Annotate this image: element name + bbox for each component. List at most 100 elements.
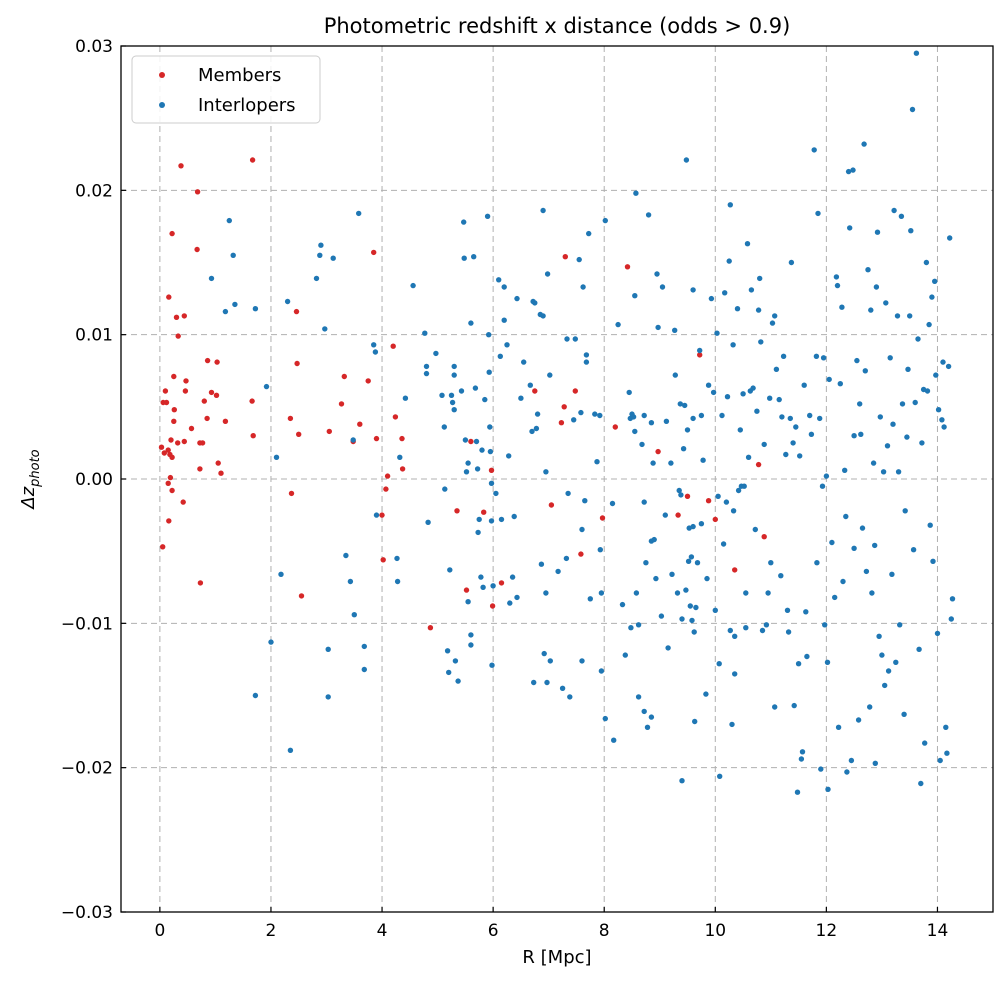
point-interlopers	[674, 590, 681, 596]
point-members	[357, 421, 363, 427]
point-interlopers	[815, 210, 821, 217]
point-interlopers	[847, 225, 853, 231]
point-interlopers	[313, 275, 320, 282]
point-members	[183, 378, 189, 384]
point-interlopers	[745, 454, 752, 460]
point-interlopers	[882, 682, 888, 689]
point-interlopers	[750, 385, 756, 391]
point-interlopers	[452, 658, 459, 664]
point-interlopers	[252, 306, 259, 312]
legend: Members Interlopers	[131, 55, 321, 124]
point-members	[298, 593, 305, 599]
point-interlopers	[662, 512, 668, 518]
point-members	[338, 401, 345, 407]
point-interlopers	[687, 603, 693, 609]
point-members	[488, 467, 495, 473]
point-interlopers	[858, 431, 864, 437]
point-interlopers	[909, 106, 916, 113]
point-interlopers	[791, 702, 797, 709]
point-members	[166, 518, 172, 524]
point-interlopers	[779, 414, 785, 420]
point-interlopers	[820, 355, 827, 361]
point-interlopers	[727, 627, 733, 634]
point-interlopers	[619, 601, 626, 608]
point-interlopers	[719, 412, 725, 419]
point-interlopers	[868, 307, 874, 313]
point-interlopers	[743, 590, 749, 596]
point-interlopers	[473, 438, 480, 445]
point-interlopers	[514, 594, 520, 601]
point-interlopers	[506, 453, 512, 459]
point-interlopers	[748, 287, 755, 293]
point-interlopers	[854, 357, 860, 364]
point-members	[188, 425, 195, 432]
point-interlopers	[843, 513, 849, 520]
point-interlopers	[915, 336, 921, 342]
point-interlopers	[832, 594, 838, 601]
point-interlopers	[230, 252, 236, 258]
point-interlopers	[644, 724, 651, 730]
point-interlopers	[447, 567, 453, 573]
point-members	[204, 357, 211, 364]
series-interlopers	[208, 50, 956, 795]
point-interlopers	[697, 347, 703, 354]
point-interlopers	[622, 652, 628, 658]
point-interlopers	[501, 284, 507, 290]
point-interlopers	[874, 229, 881, 235]
point-members	[384, 473, 391, 479]
point-interlopers	[910, 547, 917, 553]
point-interlopers	[480, 584, 486, 590]
point-members	[612, 424, 618, 430]
point-interlopers	[937, 757, 943, 764]
point-interlopers	[538, 561, 545, 567]
point-interlopers	[478, 574, 484, 580]
point-interlopers	[947, 235, 953, 241]
point-interlopers	[509, 574, 516, 580]
point-interlopers	[609, 500, 616, 507]
point-interlopers	[773, 366, 780, 372]
point-interlopers	[461, 255, 467, 261]
data-points	[158, 50, 956, 795]
point-members	[166, 294, 172, 300]
point-interlopers	[690, 287, 696, 293]
point-interlopers	[776, 396, 782, 403]
point-interlopers	[690, 523, 696, 530]
point-interlopers	[543, 469, 549, 475]
point-interlopers	[784, 607, 791, 613]
point-members	[390, 343, 396, 349]
point-interlopers	[715, 493, 721, 499]
point-interlopers	[576, 256, 582, 263]
point-members	[181, 313, 187, 319]
point-interlopers	[840, 578, 846, 585]
point-interlopers	[833, 274, 840, 280]
point-interlopers	[772, 704, 778, 710]
point-members	[755, 461, 762, 468]
point-interlopers	[579, 658, 585, 664]
point-interlopers	[834, 282, 841, 289]
point-interlopers	[945, 363, 952, 370]
point-members	[213, 392, 220, 398]
point-interlopers	[913, 50, 920, 56]
legend-marker-interlopers	[159, 102, 165, 108]
point-interlopers	[898, 213, 905, 219]
point-interlopers	[461, 219, 467, 225]
point-interlopers	[226, 217, 232, 224]
point-interlopers	[597, 547, 603, 553]
point-members	[562, 254, 568, 260]
point-members	[249, 398, 255, 404]
point-interlopers	[783, 451, 789, 458]
point-members	[732, 567, 738, 573]
point-interlopers	[818, 766, 824, 772]
point-members	[194, 246, 200, 253]
point-interlopers	[691, 629, 697, 635]
point-interlopers	[493, 490, 499, 497]
point-interlopers	[628, 625, 634, 631]
point-interlopers	[547, 372, 553, 378]
point-interlopers	[318, 242, 324, 248]
point-interlopers	[518, 395, 524, 401]
point-interlopers	[922, 740, 928, 746]
point-members	[169, 230, 175, 237]
point-interlopers	[372, 349, 379, 355]
point-interlopers	[325, 694, 331, 700]
point-interlopers	[278, 571, 284, 577]
